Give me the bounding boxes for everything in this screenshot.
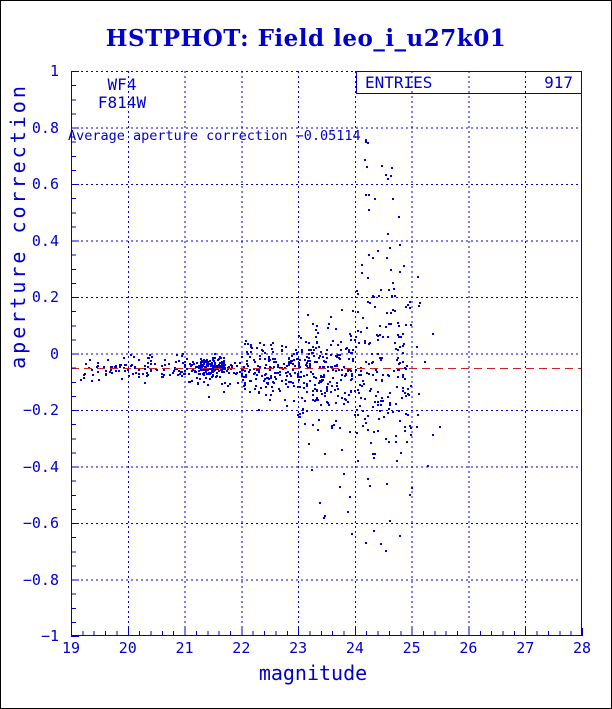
y-tick-label: −0.6: [22, 514, 59, 532]
x-tick-label: 20: [118, 639, 137, 657]
x-axis-label: magnitude: [258, 661, 368, 685]
y-tick-label: 0: [49, 344, 59, 363]
y-tick-label: −0.4: [22, 457, 59, 476]
y-tick-label: −0.2: [22, 401, 59, 419]
x-tick-label: 22: [232, 639, 251, 657]
x-tick-label: 23: [289, 639, 308, 657]
scatter-points: [80, 139, 441, 552]
observation-labels: WF4 F814W: [89, 76, 155, 112]
x-tick-label: 25: [402, 639, 421, 657]
entries-label: ENTRIES: [365, 73, 433, 92]
y-tick-label: 0.2: [31, 288, 59, 306]
y-tick-label: 1: [49, 62, 59, 80]
x-tick-label: 27: [516, 639, 535, 657]
y-tick-label: 0.4: [31, 231, 59, 250]
camera-label: WF4: [107, 75, 137, 94]
y-tick-label: 0.6: [31, 175, 59, 193]
y-tick-label: −1: [40, 627, 59, 645]
y-tick-label: −0.8: [22, 570, 59, 589]
entries-value: 917: [544, 73, 573, 92]
entries-box: ENTRIES 917: [356, 71, 582, 94]
x-tick-label: 21: [175, 639, 194, 657]
x-tick-label: 28: [572, 639, 592, 657]
y-tick-label: 0.8: [31, 118, 59, 137]
plot-area: ENTRIES 917 WF4 F814W Average aperture c…: [68, 71, 583, 637]
x-tick-label: 26: [459, 639, 478, 657]
y-axis-label: aperture correction: [6, 83, 30, 369]
axis-ticks: [71, 71, 583, 637]
average-correction-annotation: Average aperture correction −0.05114: [68, 128, 361, 144]
x-tick-label: 19: [61, 639, 81, 657]
filter-label: F814W: [97, 93, 147, 112]
plot-canvas: [71, 71, 583, 637]
page-title: HSTPHOT: Field leo_i_u27k01: [105, 25, 507, 52]
x-tick-label: 24: [345, 639, 364, 657]
